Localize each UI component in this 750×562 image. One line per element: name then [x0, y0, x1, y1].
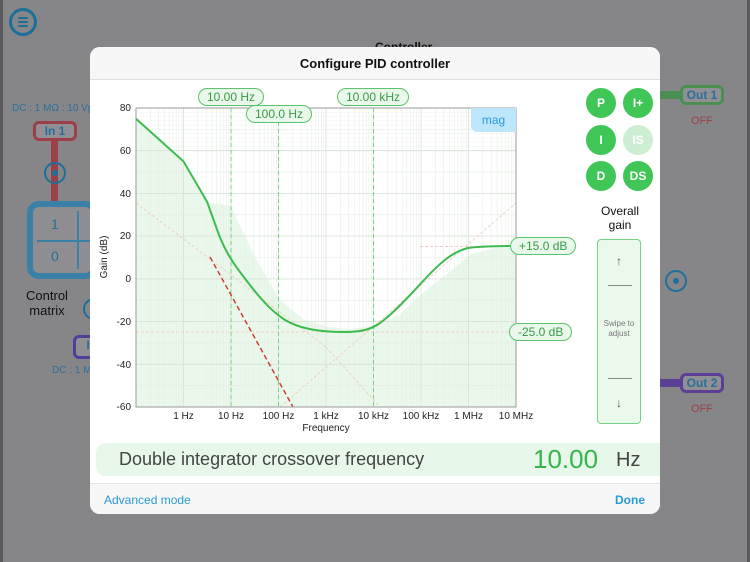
- arrow-down-icon: ↓: [616, 396, 622, 410]
- in1-probe-icon[interactable]: [44, 162, 66, 184]
- term-is-button[interactable]: IS: [623, 125, 653, 155]
- gain-low-handle[interactable]: -25.0 dB: [509, 323, 573, 341]
- x-tick: 10 MHz: [499, 411, 533, 422]
- out2-status: OFF: [691, 403, 713, 415]
- parameter-unit: Hz: [616, 449, 641, 471]
- control-matrix[interactable]: 1 0: [27, 201, 97, 279]
- bode-magnitude-chart[interactable]: 80 60 40 20 0 -20 -40 -60 Gain (dB) 1 Hz…: [90, 47, 660, 447]
- x-tick: 1 MHz: [454, 411, 483, 422]
- y-axis-label: Gain (dB): [99, 236, 110, 279]
- dialog-title: Configure PID controller: [90, 47, 660, 80]
- in1-port[interactable]: In 1: [33, 121, 77, 141]
- x-tick: 10 kHz: [358, 411, 389, 422]
- swipe-hint: Swipe to adjust: [603, 319, 635, 338]
- y-tick: 0: [125, 274, 131, 285]
- configure-pid-dialog: Configure PID controller: [90, 47, 660, 514]
- x-axis-label: Frequency: [302, 423, 349, 434]
- out1-status: OFF: [691, 115, 713, 127]
- y-tick: 40: [120, 189, 132, 200]
- out2-port[interactable]: Out 2: [680, 373, 724, 393]
- term-d-button[interactable]: D: [586, 161, 616, 191]
- x-tick: 1 Hz: [173, 411, 194, 422]
- matrix-cell: 1: [51, 216, 59, 232]
- device-bezel-right: [747, 0, 750, 562]
- marker-10khz-handle[interactable]: 10.00 kHz: [337, 88, 410, 106]
- marker-10hz-handle[interactable]: 10.00 Hz: [198, 88, 265, 106]
- arrow-up-icon: ↑: [616, 254, 622, 268]
- y-tick: 80: [120, 103, 132, 114]
- out2-wire: [660, 379, 684, 387]
- matrix-cell: 0: [51, 248, 59, 264]
- gain-high-handle[interactable]: +15.0 dB: [510, 237, 577, 255]
- x-tick: 10 Hz: [218, 411, 244, 422]
- parameter-value[interactable]: 10.00: [533, 444, 599, 474]
- parameter-row[interactable]: Double integrator crossover frequency 10…: [96, 443, 660, 476]
- y-tick: -20: [117, 317, 132, 328]
- term-p-button[interactable]: P: [586, 88, 616, 118]
- hamburger-menu-icon[interactable]: [9, 8, 37, 36]
- magnitude-mode-badge[interactable]: mag: [471, 108, 516, 132]
- y-tick: 60: [120, 146, 132, 157]
- device-bezel-left: [0, 0, 3, 562]
- out1-port[interactable]: Out 1: [680, 85, 724, 105]
- out1-wire: [660, 91, 684, 99]
- x-tick: 100 Hz: [263, 411, 295, 422]
- term-i-button[interactable]: I: [586, 125, 616, 155]
- y-tick: 20: [120, 231, 132, 242]
- overall-gain-label: Overall gain: [600, 204, 639, 232]
- y-tick: -40: [117, 360, 132, 371]
- in2-spec: DC : 1 M: [52, 365, 92, 376]
- dialog-footer: Advanced mode Done: [90, 483, 660, 514]
- parameter-label: Double integrator crossover frequency: [119, 449, 425, 469]
- control-matrix-label: Control matrix: [26, 288, 68, 318]
- overall-gain-swiper[interactable]: ↑ Swipe to adjust ↓: [597, 239, 641, 424]
- marker-100hz-handle[interactable]: 100.0 Hz: [246, 105, 313, 123]
- x-tick: 1 kHz: [313, 411, 339, 422]
- in1-spec: DC : 1 MΩ : 10 Vp: [12, 103, 94, 114]
- term-ds-button[interactable]: DS: [623, 161, 653, 191]
- term-i-plus-button[interactable]: I+: [623, 88, 653, 118]
- output-probe-icon[interactable]: [665, 270, 687, 292]
- done-button[interactable]: Done: [615, 493, 645, 507]
- x-tick: 100 kHz: [403, 411, 440, 422]
- y-tick: -60: [117, 402, 132, 413]
- advanced-mode-link[interactable]: Advanced mode: [104, 493, 191, 507]
